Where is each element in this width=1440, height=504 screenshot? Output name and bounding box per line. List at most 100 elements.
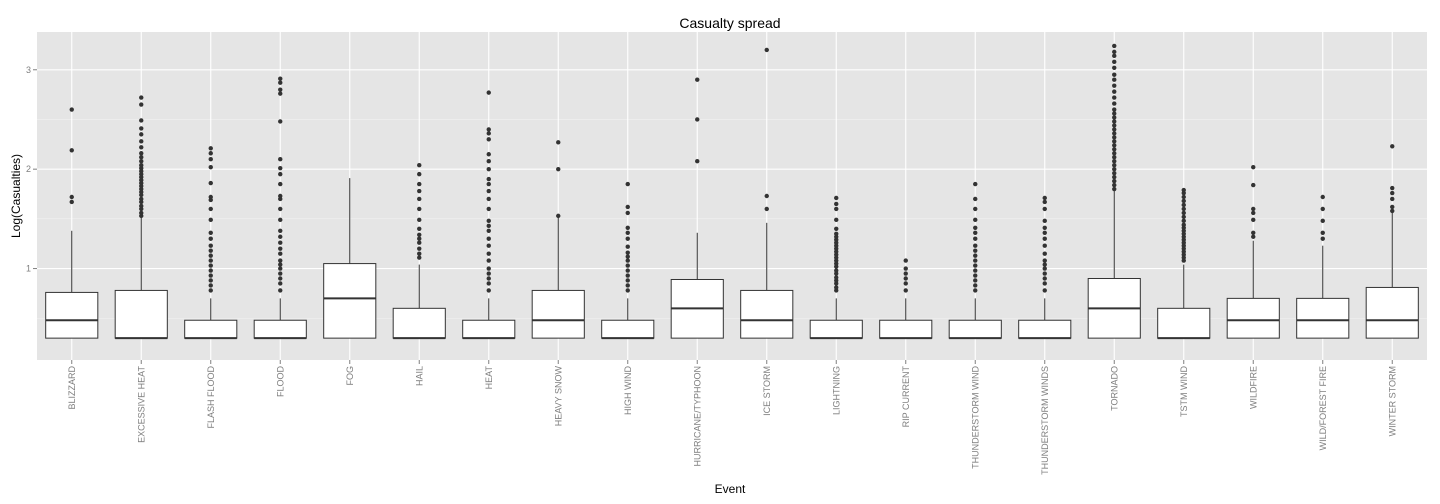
outlier-point	[417, 217, 422, 223]
outlier-point	[208, 283, 213, 288]
outlier-point	[208, 248, 213, 253]
box-fog	[323, 178, 377, 339]
outlier-point	[417, 236, 422, 241]
outlier-point	[625, 236, 630, 241]
outlier-point	[834, 201, 839, 207]
y-tick-label: 1	[26, 264, 31, 274]
outlier-point	[208, 180, 213, 186]
outlier-point	[1112, 59, 1117, 65]
box-rect	[1018, 319, 1072, 339]
outlier-point	[208, 164, 213, 170]
outlier-point	[1320, 230, 1325, 235]
outlier-point	[486, 258, 491, 263]
outlier-point	[1112, 155, 1117, 160]
outlier-point	[1112, 77, 1117, 82]
outlier-point	[973, 217, 978, 223]
outlier-point	[1251, 230, 1256, 235]
outlier-point	[208, 230, 213, 235]
x-axis-ticks: BLIZZARD EXCESSIVE HEAT FLASH FLOOD FLOOD FO…	[67, 360, 1397, 475]
outlier-point	[208, 157, 213, 162]
outlier-point	[1181, 187, 1186, 193]
box-hail	[392, 162, 446, 340]
outlier-point	[278, 262, 283, 267]
outlier-point	[1112, 182, 1117, 188]
outlier-point	[834, 195, 839, 201]
outlier-point	[1112, 159, 1117, 164]
outlier-point	[834, 206, 839, 212]
outlier-point	[1042, 262, 1047, 267]
x-tick-label: EXCESSIVE HEAT	[136, 366, 146, 443]
outlier-point	[486, 251, 491, 256]
outlier-point	[1112, 186, 1117, 192]
outlier-point	[486, 159, 491, 164]
outlier-point	[1112, 107, 1117, 112]
outlier-point	[139, 95, 144, 100]
outlier-point	[417, 181, 422, 187]
x-tick-label: TORNADO	[1109, 366, 1119, 411]
outlier-point	[417, 255, 422, 260]
outlier-point	[1112, 89, 1117, 94]
outlier-point	[486, 90, 491, 95]
outlier-point	[1042, 266, 1047, 271]
outlier-point	[1042, 225, 1047, 231]
outlier-point	[1320, 194, 1325, 200]
box-thunderstorm-winds	[1018, 195, 1072, 340]
outlier-point	[625, 181, 630, 187]
outlier-point	[278, 206, 283, 212]
box-rip-current	[879, 258, 933, 340]
outlier-point	[208, 236, 213, 241]
box-rect	[531, 289, 585, 339]
plot-panel	[37, 32, 1427, 360]
outlier-point	[1042, 199, 1047, 205]
outlier-point	[1251, 210, 1256, 216]
outlier-point	[1112, 166, 1117, 172]
outlier-point	[834, 217, 839, 223]
outlier-point	[417, 162, 422, 168]
outlier-point	[1112, 65, 1117, 70]
outlier-point	[1390, 144, 1395, 149]
outlier-point	[764, 206, 769, 212]
outlier-point	[973, 273, 978, 278]
outlier-point	[903, 288, 908, 293]
outlier-point	[1181, 222, 1186, 228]
outlier-point	[278, 246, 283, 251]
outlier-point	[625, 273, 630, 278]
outlier-point	[1251, 164, 1256, 170]
outlier-point	[208, 288, 213, 293]
outlier-point	[903, 281, 908, 286]
outlier-point	[208, 253, 213, 258]
outlier-point	[973, 248, 978, 253]
box-lightning	[809, 195, 863, 340]
outlier-point	[486, 228, 491, 233]
outlier-point	[139, 159, 144, 164]
outlier-point	[486, 288, 491, 293]
outlier-point	[764, 47, 769, 53]
outlier-point	[1042, 251, 1047, 256]
box-rect	[462, 319, 516, 339]
box-rect	[1157, 307, 1211, 339]
x-tick-label: RIP CURRENT	[901, 366, 911, 428]
outlier-point	[625, 263, 630, 268]
outlier-point	[695, 117, 700, 122]
outlier-point	[486, 166, 491, 172]
box-high-wind	[601, 181, 655, 340]
outlier-point	[486, 266, 491, 271]
box-blizzard	[45, 107, 99, 339]
outlier-point	[208, 278, 213, 283]
x-tick-label: THUNDERSTORM WINDS	[1040, 366, 1050, 475]
outlier-point	[278, 91, 283, 96]
outlier-point	[695, 77, 700, 82]
outlier-point	[1042, 206, 1047, 212]
outlier-point	[625, 283, 630, 288]
outlier-point	[1390, 190, 1395, 196]
box-rect	[1296, 297, 1350, 339]
outlier-point	[973, 278, 978, 283]
outlier-point	[278, 165, 283, 171]
x-tick-label: FOG	[345, 366, 355, 386]
outlier-point	[1112, 53, 1117, 59]
box-series	[45, 43, 1419, 340]
outlier-point	[69, 107, 74, 112]
outlier-point	[278, 119, 283, 124]
outlier-point	[139, 162, 144, 168]
